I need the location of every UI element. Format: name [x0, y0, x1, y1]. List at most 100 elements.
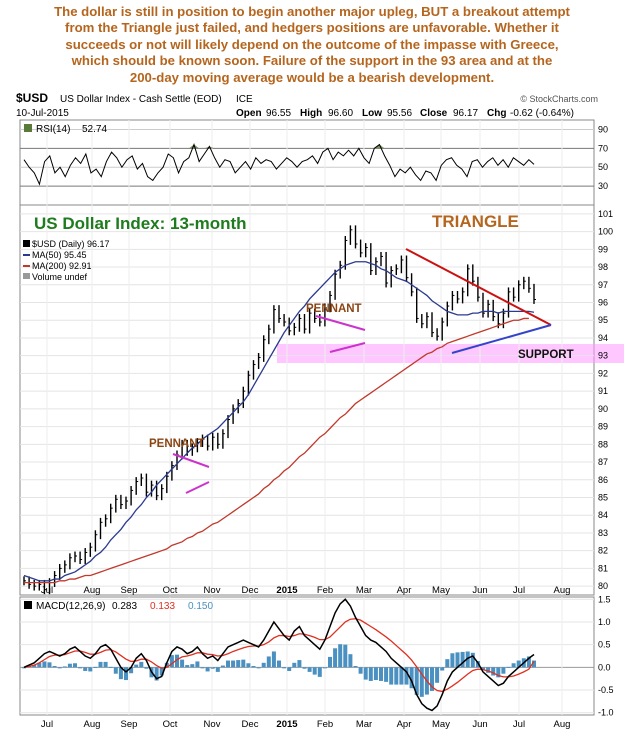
macd-histogram-bar [399, 667, 404, 685]
macd-histogram-bar [98, 661, 103, 668]
low-value: 95.56 [387, 108, 412, 119]
triangle-upper-line [405, 248, 552, 326]
macd-histogram-bar [57, 667, 62, 669]
macd-marks [22, 598, 536, 712]
macd-histogram-bar [287, 667, 292, 671]
price-tick-label: 94 [598, 333, 608, 343]
macd-histogram-bar [445, 659, 450, 668]
price-tick-label: 82 [598, 546, 608, 556]
macd-histogram-bar [129, 667, 134, 674]
price-legend-volume: Volume undef [32, 272, 88, 282]
x-tick-label: Jul [513, 585, 525, 596]
macd-tick-label: -1.0 [598, 708, 614, 718]
macd-histogram-bar [124, 667, 128, 681]
macd-histogram-bar [460, 651, 465, 668]
macd-histogram-bar [266, 656, 271, 668]
macd-histogram-bar [32, 665, 37, 668]
x-tick-label: 2015 [276, 719, 298, 730]
x-tick-label: 2015 [276, 585, 298, 596]
symbol: $USD [16, 91, 48, 105]
macd-histogram-bar [333, 648, 338, 668]
close-label: Close [420, 108, 448, 119]
price-tick-label: 87 [598, 457, 608, 467]
commentary: The dollar is still in position to begin… [8, 4, 616, 86]
macd-histogram-bar [169, 655, 174, 668]
commentary-line: 200-day moving average would be a bearis… [129, 69, 495, 85]
macd-histogram-bar [236, 660, 241, 668]
macd-histogram-bar [368, 667, 373, 681]
macd-histogram-bar [159, 667, 164, 676]
price-tick-label: 83 [598, 528, 608, 538]
macd-histogram-bar [282, 667, 287, 669]
price-legend-ma200: MA(200) 92.91 [32, 261, 92, 271]
macd-histogram-bar [226, 660, 230, 668]
macd-histogram-bar [419, 667, 424, 697]
macd-histogram-bar [491, 667, 496, 676]
macd-histogram-bar [52, 665, 57, 668]
x-axis-bottom: Jul Aug Sep Oct Nov Dec 2015 Feb Mar Apr May Jun Jul… [41, 719, 571, 730]
price-tick-label: 96 [598, 298, 608, 308]
macd-histogram-bar [389, 667, 394, 685]
chg-value: -0.62 (-0.64%) [510, 108, 574, 119]
x-tick-label: Nov [204, 585, 221, 596]
price-tick-label: 95 [598, 315, 608, 325]
price-tick-label: 91 [598, 386, 608, 396]
x-tick-label: Feb [317, 585, 333, 596]
open-label: Open [236, 108, 262, 119]
x-axis-middle: Jul Aug Sep Oct Nov Dec 2015 Feb Mar Apr May Jun Jul… [41, 585, 571, 596]
macd-histogram-bar [205, 667, 210, 672]
macd-histogram-bar [363, 667, 368, 680]
price-tick-label: 101 [598, 209, 613, 219]
exchange: ICE [236, 94, 253, 105]
rsi-tick-label: 50 [598, 162, 608, 172]
x-tick-label: Apr [397, 719, 412, 730]
macd-histogram-bar [343, 644, 348, 668]
macd-histogram-bar [220, 665, 225, 668]
macd-histogram-bar [435, 667, 440, 683]
macd-histogram-bar [338, 644, 343, 668]
commentary-line: from the Triangle just failed, and hedge… [65, 20, 559, 36]
macd-histogram-bar [256, 667, 261, 669]
x-tick-label: Jul [513, 719, 525, 730]
macd-histogram-bar [292, 662, 297, 668]
rsi-tick-label: 30 [598, 181, 608, 191]
macd-histogram-bar [88, 667, 93, 672]
macd-histogram-bar [251, 665, 256, 668]
pennant-1-upper [172, 453, 210, 468]
price-tick-label: 90 [598, 404, 608, 414]
price-tick-label: 86 [598, 475, 608, 485]
macd-histogram-bar [486, 667, 491, 673]
macd-histogram-bar [394, 667, 399, 685]
close-value: 96.17 [453, 108, 478, 119]
macd-label: MACD(12,26,9) [36, 601, 105, 612]
pennant-label-1: PENNANT [149, 438, 205, 450]
macd-tick-label: -0.5 [598, 685, 614, 695]
x-tick-label: Aug [84, 719, 101, 730]
rsi-grid: 90 70 50 30 [20, 120, 608, 205]
commentary-line: The dollar is still in position to begin… [54, 4, 570, 19]
commentary-line: which should be known soon. Failure of t… [71, 53, 553, 69]
chart-title: US Dollar Index: 13-month [34, 214, 247, 233]
price-tick-label: 98 [598, 262, 608, 272]
macd-histogram-bar [22, 667, 26, 669]
price-tick-label: 100 [598, 227, 613, 237]
x-tick-label: Mar [356, 719, 372, 730]
macd-histogram-bar [384, 667, 389, 682]
price-tick-label: 84 [598, 510, 608, 520]
macd-histogram-bar [210, 667, 215, 669]
x-tick-label: Feb [317, 719, 333, 730]
rsi-label: RSI(14) [36, 124, 70, 135]
x-tick-label: Jun [472, 719, 487, 730]
x-tick-label: Aug [554, 719, 571, 730]
x-tick-label: May [432, 585, 450, 596]
macd-histogram-bar [103, 661, 108, 668]
macd-tick-label: 0.0 [598, 662, 611, 672]
chg-label: Chg [487, 108, 506, 119]
macd-histogram-bar [241, 659, 246, 668]
macd-histogram-bar [496, 667, 501, 678]
triangle-label: TRIANGLE [432, 212, 519, 231]
macd-value-3: 0.150 [188, 601, 213, 612]
open-value: 96.55 [266, 108, 291, 119]
price-panel [19, 204, 595, 596]
